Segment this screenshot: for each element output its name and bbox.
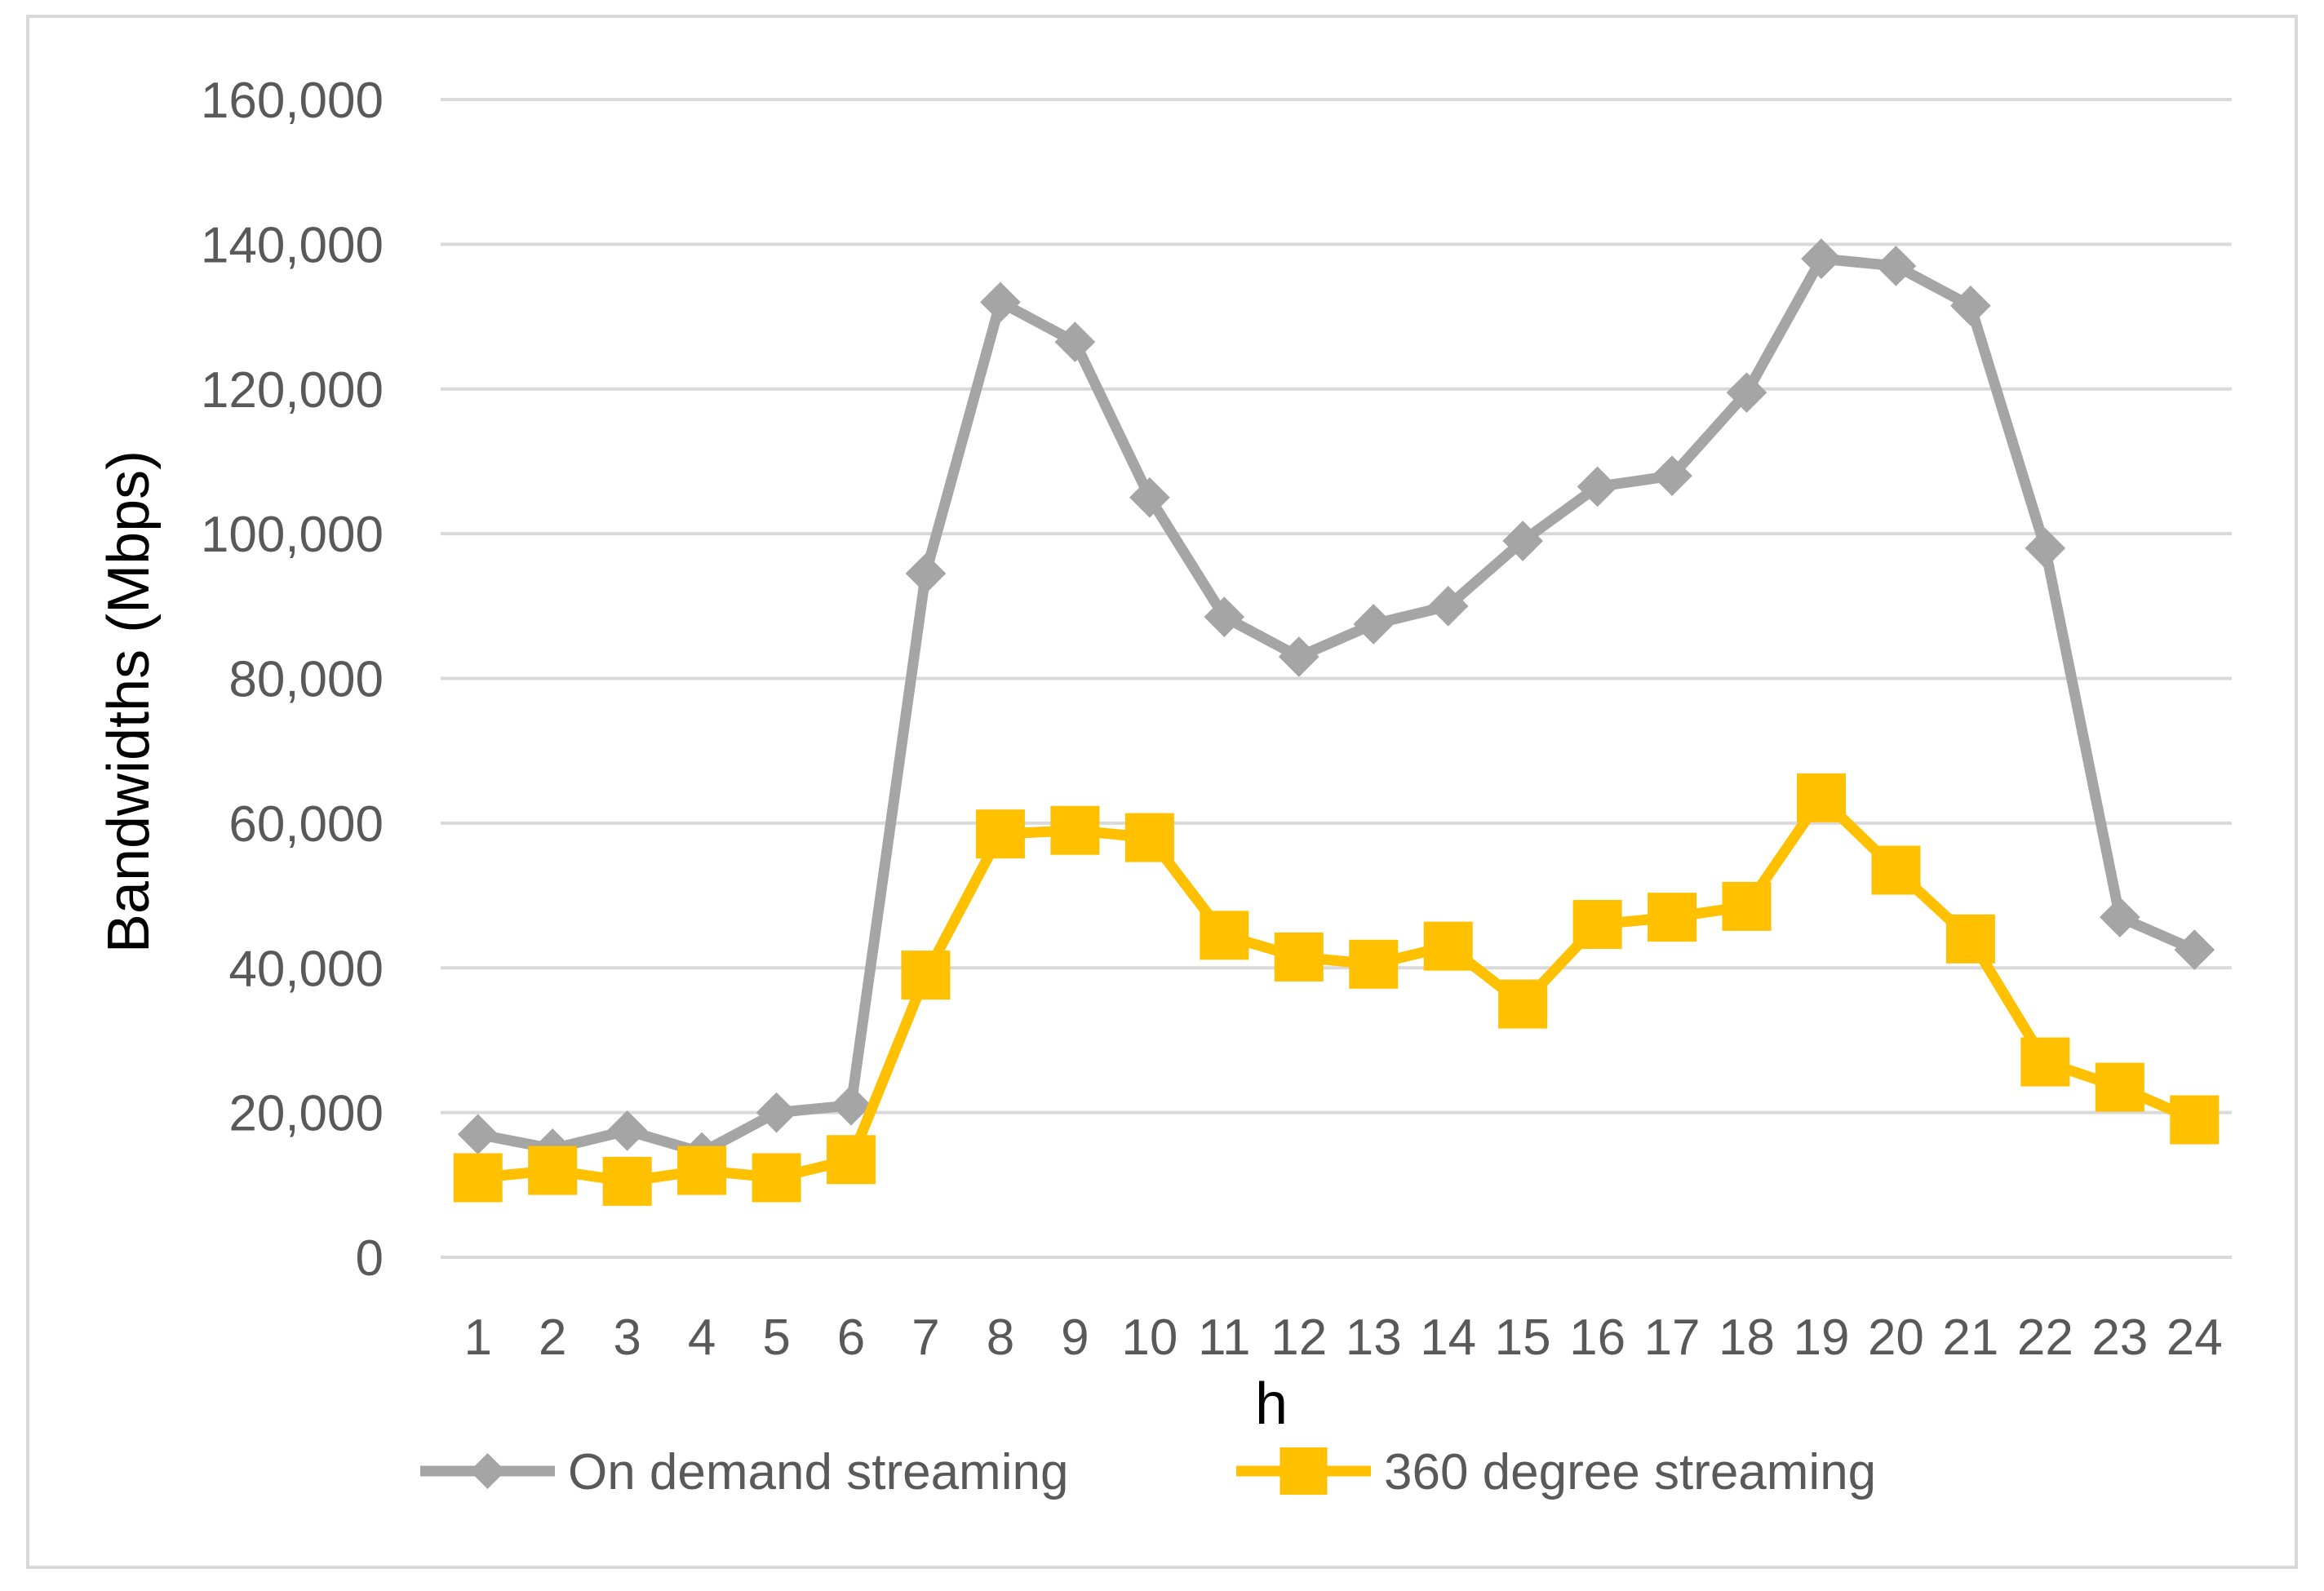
data-point-diamond <box>831 1084 872 1126</box>
data-point-square <box>901 951 951 1000</box>
x-tick-label: 7 <box>911 1310 939 1366</box>
data-point-square <box>2020 1037 2070 1087</box>
y-tick-label: 120,000 <box>201 362 384 419</box>
data-point-square <box>2170 1095 2220 1145</box>
x-tick-label: 21 <box>1942 1310 1998 1366</box>
x-axis-title: h <box>1255 1372 1288 1437</box>
x-tick-label: 24 <box>2167 1310 2223 1366</box>
legend-item: On demand streaming <box>420 1444 1068 1500</box>
data-point-square <box>1648 893 1697 942</box>
x-tick-label: 20 <box>1868 1310 1924 1366</box>
legend-marker-square <box>1280 1447 1328 1495</box>
data-point-diamond <box>1875 246 1917 286</box>
y-tick-label: 160,000 <box>201 73 384 129</box>
x-tick-label: 6 <box>837 1310 865 1366</box>
x-tick-label: 9 <box>1061 1310 1089 1366</box>
data-point-diamond <box>1950 285 1991 326</box>
x-tick-label: 17 <box>1644 1310 1701 1366</box>
data-point-diamond <box>457 1114 499 1155</box>
x-tick-label: 15 <box>1495 1310 1551 1366</box>
y-axis-tick-labels: 0 20,000 40,000 60,000 80,000 100,000 120,000 1… <box>201 73 384 1287</box>
data-point-diamond <box>756 1092 797 1133</box>
data-point-square <box>1498 979 1548 1029</box>
x-tick-label: 3 <box>613 1310 641 1366</box>
series-line <box>472 792 2200 1187</box>
series-line <box>472 253 2200 1158</box>
data-point-square <box>1124 813 1174 862</box>
data-point-diamond <box>1353 604 1395 645</box>
legend-label: On demand streaming <box>568 1444 1068 1500</box>
gridlines <box>441 98 2232 1259</box>
data-point-diamond <box>2099 897 2140 937</box>
data-point-square <box>1871 845 1921 895</box>
data-point-square <box>827 1135 876 1185</box>
data-point-diamond <box>980 281 1021 323</box>
data-point-square <box>1349 939 1399 989</box>
x-tick-label: 23 <box>2091 1310 2148 1366</box>
data-point-square <box>975 809 1025 859</box>
data-point-square <box>1200 911 1249 960</box>
x-tick-label: 19 <box>1793 1310 1849 1366</box>
data-point-diamond <box>1054 321 1096 362</box>
series-360-degree-streaming <box>453 773 2220 1206</box>
x-tick-label: 14 <box>1420 1310 1476 1366</box>
legend-marker-diamond <box>469 1453 506 1489</box>
data-point-square <box>677 1146 727 1195</box>
data-point-square <box>1572 900 1622 950</box>
x-tick-label: 5 <box>762 1310 790 1366</box>
data-point-square <box>453 1153 503 1203</box>
data-point-square <box>1274 932 1324 982</box>
x-tick-label: 16 <box>1569 1310 1625 1366</box>
y-tick-label: 20,000 <box>228 1086 384 1142</box>
y-tick-label: 80,000 <box>228 652 384 708</box>
y-axis-title: Bandwidths (Mbps) <box>96 450 162 953</box>
series-layer <box>453 238 2220 1206</box>
x-tick-label: 18 <box>1719 1310 1775 1366</box>
y-tick-label: 60,000 <box>228 796 384 853</box>
data-point-diamond <box>1427 585 1469 627</box>
data-point-diamond <box>2174 929 2215 970</box>
x-tick-label: 1 <box>463 1310 491 1366</box>
data-point-diamond <box>1801 238 1842 279</box>
data-point-square <box>1722 881 1772 931</box>
x-tick-label: 10 <box>1121 1310 1178 1366</box>
data-point-diamond <box>1726 372 1767 414</box>
x-tick-label: 22 <box>2017 1310 2073 1366</box>
x-tick-label: 12 <box>1271 1310 1327 1366</box>
data-point-diamond <box>2025 528 2066 569</box>
data-point-diamond <box>1204 596 1245 637</box>
y-tick-label: 100,000 <box>201 507 384 563</box>
y-tick-label: 140,000 <box>201 217 384 273</box>
data-point-square <box>602 1156 652 1206</box>
x-tick-label: 13 <box>1346 1310 1402 1366</box>
data-point-diamond <box>905 553 947 594</box>
data-point-diamond <box>1577 466 1618 507</box>
legend: On demand streaming 360 degree streaming <box>420 1444 1876 1500</box>
series-on-demand-streaming <box>457 238 2215 1173</box>
data-point-diamond <box>606 1110 648 1151</box>
data-point-diamond <box>1502 521 1543 561</box>
y-tick-label: 40,000 <box>228 941 384 997</box>
legend-label: 360 degree streaming <box>1384 1444 1876 1500</box>
data-point-diamond <box>1652 455 1692 497</box>
data-point-diamond <box>1278 636 1319 677</box>
data-point-square <box>2095 1062 2144 1112</box>
data-point-square <box>1796 773 1846 822</box>
x-tick-label: 4 <box>688 1310 716 1366</box>
x-axis-tick-labels: 1 2 3 4 5 6 7 8 9 10 11 12 13 14 15 16 17 18 19 20 21 22 23 24 <box>463 1310 2222 1366</box>
data-point-square <box>1050 805 1100 855</box>
data-point-square <box>1945 914 1995 964</box>
y-tick-label: 0 <box>356 1230 384 1287</box>
data-point-square <box>1423 921 1473 971</box>
data-point-diamond <box>1129 476 1170 518</box>
x-tick-label: 11 <box>1198 1310 1250 1366</box>
legend-item: 360 degree streaming <box>1236 1444 1876 1500</box>
data-point-square <box>752 1153 801 1203</box>
x-tick-label: 2 <box>539 1310 566 1366</box>
data-point-square <box>528 1146 578 1195</box>
x-tick-label: 8 <box>987 1310 1014 1366</box>
